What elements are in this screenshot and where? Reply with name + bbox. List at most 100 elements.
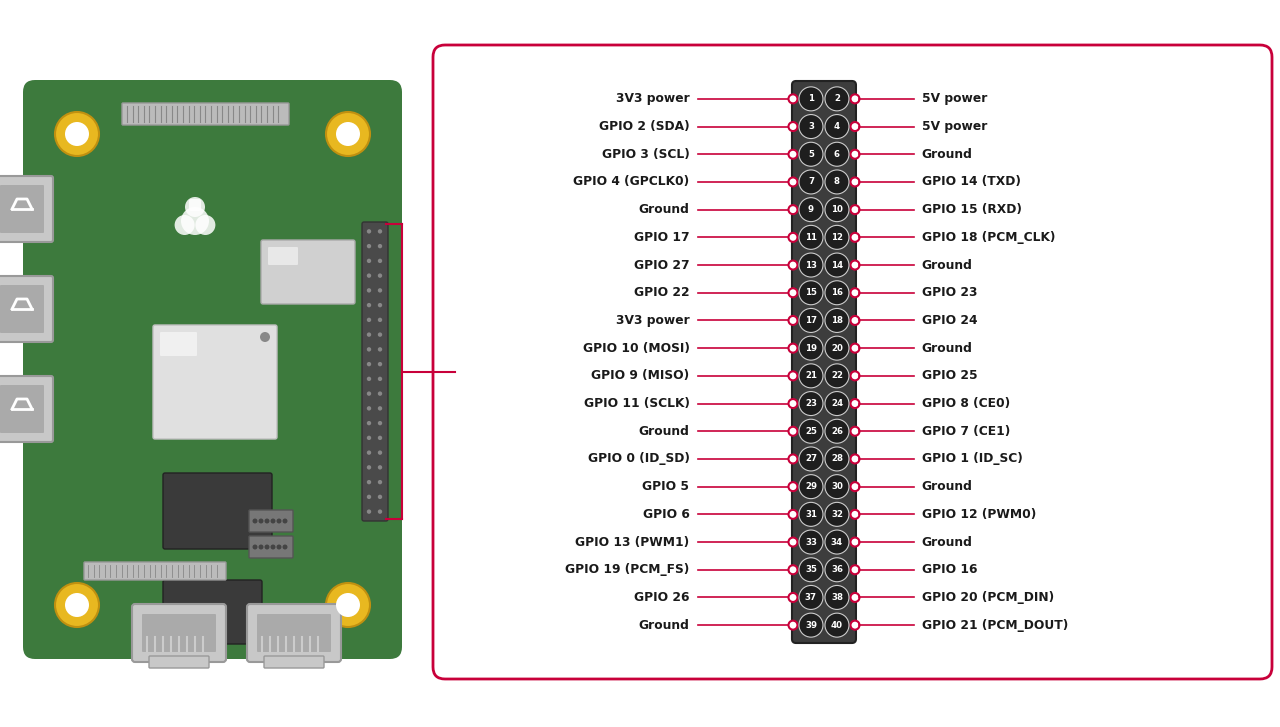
Text: 38: 38 — [831, 593, 844, 602]
Circle shape — [850, 427, 859, 435]
Circle shape — [788, 510, 797, 519]
Circle shape — [367, 318, 371, 322]
Circle shape — [788, 150, 797, 158]
Circle shape — [186, 197, 205, 217]
Text: 12: 12 — [831, 233, 844, 242]
Circle shape — [826, 502, 849, 526]
Circle shape — [850, 537, 859, 547]
Text: 3V3 power: 3V3 power — [616, 314, 690, 327]
Circle shape — [174, 215, 195, 235]
Circle shape — [788, 371, 797, 380]
Circle shape — [196, 215, 215, 235]
Text: 31: 31 — [805, 510, 817, 519]
Text: 10: 10 — [831, 205, 844, 214]
Circle shape — [788, 316, 797, 325]
Text: 8: 8 — [835, 177, 840, 186]
Circle shape — [276, 518, 282, 523]
Text: 25: 25 — [805, 427, 817, 435]
Text: Ground: Ground — [922, 342, 973, 355]
Circle shape — [826, 142, 849, 166]
Text: GPIO 27: GPIO 27 — [634, 259, 690, 272]
Circle shape — [850, 260, 859, 270]
Circle shape — [826, 253, 849, 277]
Text: Ground: Ground — [922, 148, 973, 161]
FancyBboxPatch shape — [160, 332, 197, 356]
Circle shape — [850, 482, 859, 491]
Text: 40: 40 — [831, 621, 844, 630]
Text: GPIO 20 (PCM_DIN): GPIO 20 (PCM_DIN) — [922, 591, 1053, 604]
Text: 1: 1 — [808, 95, 814, 103]
Text: GPIO 3 (SCL): GPIO 3 (SCL) — [602, 148, 690, 161]
Circle shape — [788, 177, 797, 186]
Circle shape — [788, 205, 797, 214]
Circle shape — [788, 537, 797, 547]
Circle shape — [826, 170, 849, 194]
Circle shape — [826, 225, 849, 249]
Circle shape — [378, 229, 383, 233]
Text: 39: 39 — [805, 621, 817, 630]
Circle shape — [252, 518, 257, 523]
Circle shape — [367, 362, 371, 366]
Circle shape — [799, 308, 823, 332]
Text: GPIO 25: GPIO 25 — [922, 369, 978, 382]
Text: Ground: Ground — [922, 259, 973, 272]
Circle shape — [55, 583, 99, 627]
Circle shape — [326, 112, 370, 156]
Circle shape — [826, 392, 849, 416]
Circle shape — [367, 510, 371, 514]
Circle shape — [826, 115, 849, 139]
Circle shape — [367, 465, 371, 470]
Text: GPIO 17: GPIO 17 — [634, 231, 690, 244]
Circle shape — [378, 288, 383, 292]
Text: GPIO 23: GPIO 23 — [922, 286, 977, 300]
Circle shape — [252, 545, 257, 550]
Circle shape — [826, 558, 849, 582]
Text: 19: 19 — [805, 344, 817, 353]
Circle shape — [799, 475, 823, 499]
Circle shape — [788, 260, 797, 270]
Circle shape — [799, 225, 823, 249]
FancyBboxPatch shape — [122, 103, 289, 125]
FancyBboxPatch shape — [142, 614, 216, 652]
Circle shape — [826, 530, 849, 554]
Circle shape — [378, 273, 383, 278]
Text: Ground: Ground — [922, 480, 973, 493]
Text: GPIO 0 (ID_SD): GPIO 0 (ID_SD) — [588, 452, 690, 465]
Circle shape — [850, 316, 859, 325]
FancyBboxPatch shape — [0, 376, 52, 442]
Text: GPIO 8 (CE0): GPIO 8 (CE0) — [922, 397, 1010, 410]
Circle shape — [850, 177, 859, 186]
Circle shape — [850, 95, 859, 103]
Circle shape — [826, 585, 849, 609]
Circle shape — [283, 545, 288, 550]
Circle shape — [799, 198, 823, 222]
Circle shape — [367, 480, 371, 484]
Text: 22: 22 — [831, 371, 844, 380]
Circle shape — [55, 112, 99, 156]
Circle shape — [788, 344, 797, 353]
Text: 17: 17 — [805, 316, 817, 325]
Circle shape — [799, 613, 823, 637]
Circle shape — [259, 518, 264, 523]
Text: 32: 32 — [831, 510, 844, 519]
Circle shape — [367, 273, 371, 278]
Text: GPIO 22: GPIO 22 — [634, 286, 690, 300]
Circle shape — [270, 545, 275, 550]
Text: 11: 11 — [805, 233, 817, 242]
Circle shape — [378, 362, 383, 366]
Circle shape — [850, 288, 859, 297]
Text: 5V power: 5V power — [922, 120, 987, 133]
FancyBboxPatch shape — [154, 325, 276, 439]
Text: GPIO 24: GPIO 24 — [922, 314, 977, 327]
Text: 30: 30 — [831, 482, 844, 491]
Text: 3V3 power: 3V3 power — [616, 92, 690, 105]
Text: 36: 36 — [831, 566, 844, 574]
Circle shape — [326, 583, 370, 627]
Circle shape — [799, 142, 823, 166]
Circle shape — [180, 207, 209, 235]
Circle shape — [799, 530, 823, 554]
Text: GPIO 19 (PCM_FS): GPIO 19 (PCM_FS) — [566, 563, 690, 577]
FancyBboxPatch shape — [264, 656, 324, 668]
Circle shape — [367, 406, 371, 411]
FancyBboxPatch shape — [0, 176, 52, 242]
